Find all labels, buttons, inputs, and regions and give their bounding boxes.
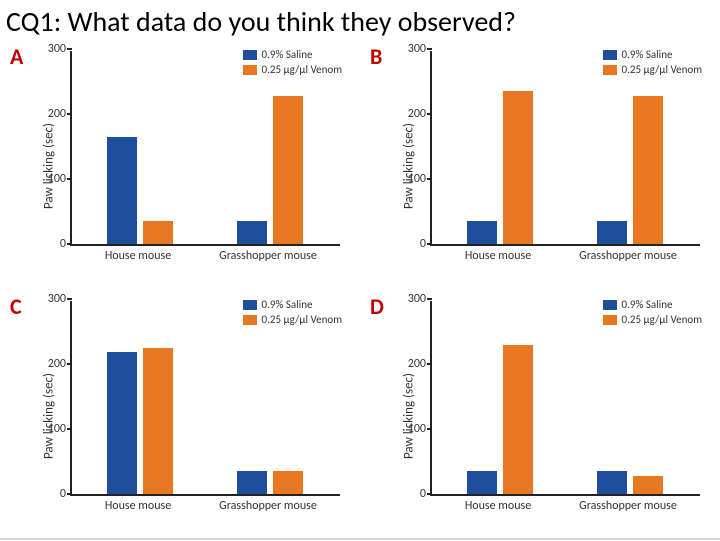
legend: 0.9% Saline0.25 µg/µl Venom	[603, 297, 702, 327]
x-category-label: Grasshopper mouse	[573, 499, 683, 513]
swatch-venom	[243, 315, 257, 325]
page-title: CQ1: What data do you think they observe…	[0, 0, 720, 41]
bar-saline	[237, 471, 267, 494]
panel-letter: B	[370, 43, 382, 70]
legend-label-venom: 0.25 µg/µl Venom	[622, 312, 702, 327]
swatch-saline	[243, 300, 257, 310]
legend-label-saline: 0.9% Saline	[262, 47, 313, 62]
plot-area: 0100200300	[430, 301, 700, 496]
legend: 0.9% Saline0.25 µg/µl Venom	[243, 47, 342, 77]
legend-row-saline: 0.9% Saline	[603, 297, 702, 312]
y-axis-label: Paw licking (sec)	[402, 123, 417, 209]
bar-venom	[273, 471, 303, 494]
y-tick-mark	[67, 428, 72, 430]
x-category-label: Grasshopper mouse	[213, 249, 323, 263]
bar-saline	[597, 221, 627, 244]
panel-letter: C	[10, 293, 22, 320]
plot-area: 0100200300	[70, 301, 340, 496]
legend-label-venom: 0.25 µg/µl Venom	[262, 312, 342, 327]
y-tick-mark	[67, 298, 72, 300]
x-category-label: House mouse	[443, 249, 553, 263]
y-tick-mark	[427, 48, 432, 50]
swatch-venom	[603, 315, 617, 325]
legend-label-venom: 0.25 µg/µl Venom	[622, 62, 702, 77]
bar-venom	[633, 96, 663, 244]
bar-saline	[597, 471, 627, 494]
panel-c: C Paw licking (sec) 0100200300 House mouse G…	[0, 291, 360, 541]
swatch-venom	[243, 65, 257, 75]
y-axis-label: Paw licking (sec)	[402, 373, 417, 459]
plot-area: 0100200300	[430, 51, 700, 246]
swatch-saline	[603, 300, 617, 310]
bar-saline	[467, 471, 497, 494]
y-axis-label: Paw licking (sec)	[42, 123, 57, 209]
bar-venom	[503, 91, 533, 244]
legend-row-venom: 0.25 µg/µl Venom	[603, 62, 702, 77]
y-tick-mark	[427, 298, 432, 300]
bar-venom	[143, 221, 173, 244]
x-category-label: House mouse	[83, 499, 193, 513]
x-category-label: Grasshopper mouse	[573, 249, 683, 263]
bar-saline	[107, 352, 137, 494]
plot-area: 0100200300	[70, 51, 340, 246]
y-tick-mark	[67, 178, 72, 180]
chart-grid: A Paw licking (sec) 0100200300 House mouse G…	[0, 41, 720, 541]
y-tick-mark	[427, 178, 432, 180]
y-tick-mark	[67, 363, 72, 365]
legend-label-saline: 0.9% Saline	[622, 297, 673, 312]
x-category-label: House mouse	[443, 499, 553, 513]
bar-saline	[467, 221, 497, 244]
panel-a: A Paw licking (sec) 0100200300 House mouse G…	[0, 41, 360, 291]
bar-venom	[633, 476, 663, 494]
legend-label-saline: 0.9% Saline	[262, 297, 313, 312]
legend-row-venom: 0.25 µg/µl Venom	[243, 62, 342, 77]
y-tick-mark	[427, 243, 432, 245]
y-tick-mark	[427, 363, 432, 365]
swatch-saline	[603, 50, 617, 60]
legend-row-venom: 0.25 µg/µl Venom	[603, 312, 702, 327]
legend-row-saline: 0.9% Saline	[603, 47, 702, 62]
y-axis-label: Paw licking (sec)	[42, 373, 57, 459]
y-tick-mark	[67, 243, 72, 245]
y-tick-mark	[427, 428, 432, 430]
legend: 0.9% Saline0.25 µg/µl Venom	[603, 47, 702, 77]
panel-b: B Paw licking (sec) 0100200300 House mouse G…	[360, 41, 720, 291]
legend-label-saline: 0.9% Saline	[622, 47, 673, 62]
panel-d: D Paw licking (sec) 0100200300 House mouse G…	[360, 291, 720, 541]
swatch-saline	[243, 50, 257, 60]
legend-row-saline: 0.9% Saline	[243, 297, 342, 312]
x-category-label: House mouse	[83, 249, 193, 263]
panel-letter: A	[10, 43, 23, 70]
bar-saline	[107, 137, 137, 244]
swatch-venom	[603, 65, 617, 75]
y-tick-mark	[67, 113, 72, 115]
legend: 0.9% Saline0.25 µg/µl Venom	[243, 297, 342, 327]
y-tick-mark	[427, 493, 432, 495]
panel-letter: D	[370, 293, 384, 320]
bar-venom	[503, 345, 533, 495]
x-category-label: Grasshopper mouse	[213, 499, 323, 513]
y-tick-mark	[67, 493, 72, 495]
legend-row-saline: 0.9% Saline	[243, 47, 342, 62]
bar-saline	[237, 221, 267, 244]
legend-label-venom: 0.25 µg/µl Venom	[262, 62, 342, 77]
bar-venom	[273, 96, 303, 244]
bar-venom	[143, 348, 173, 494]
y-tick-mark	[67, 48, 72, 50]
legend-row-venom: 0.25 µg/µl Venom	[243, 312, 342, 327]
y-tick-mark	[427, 113, 432, 115]
